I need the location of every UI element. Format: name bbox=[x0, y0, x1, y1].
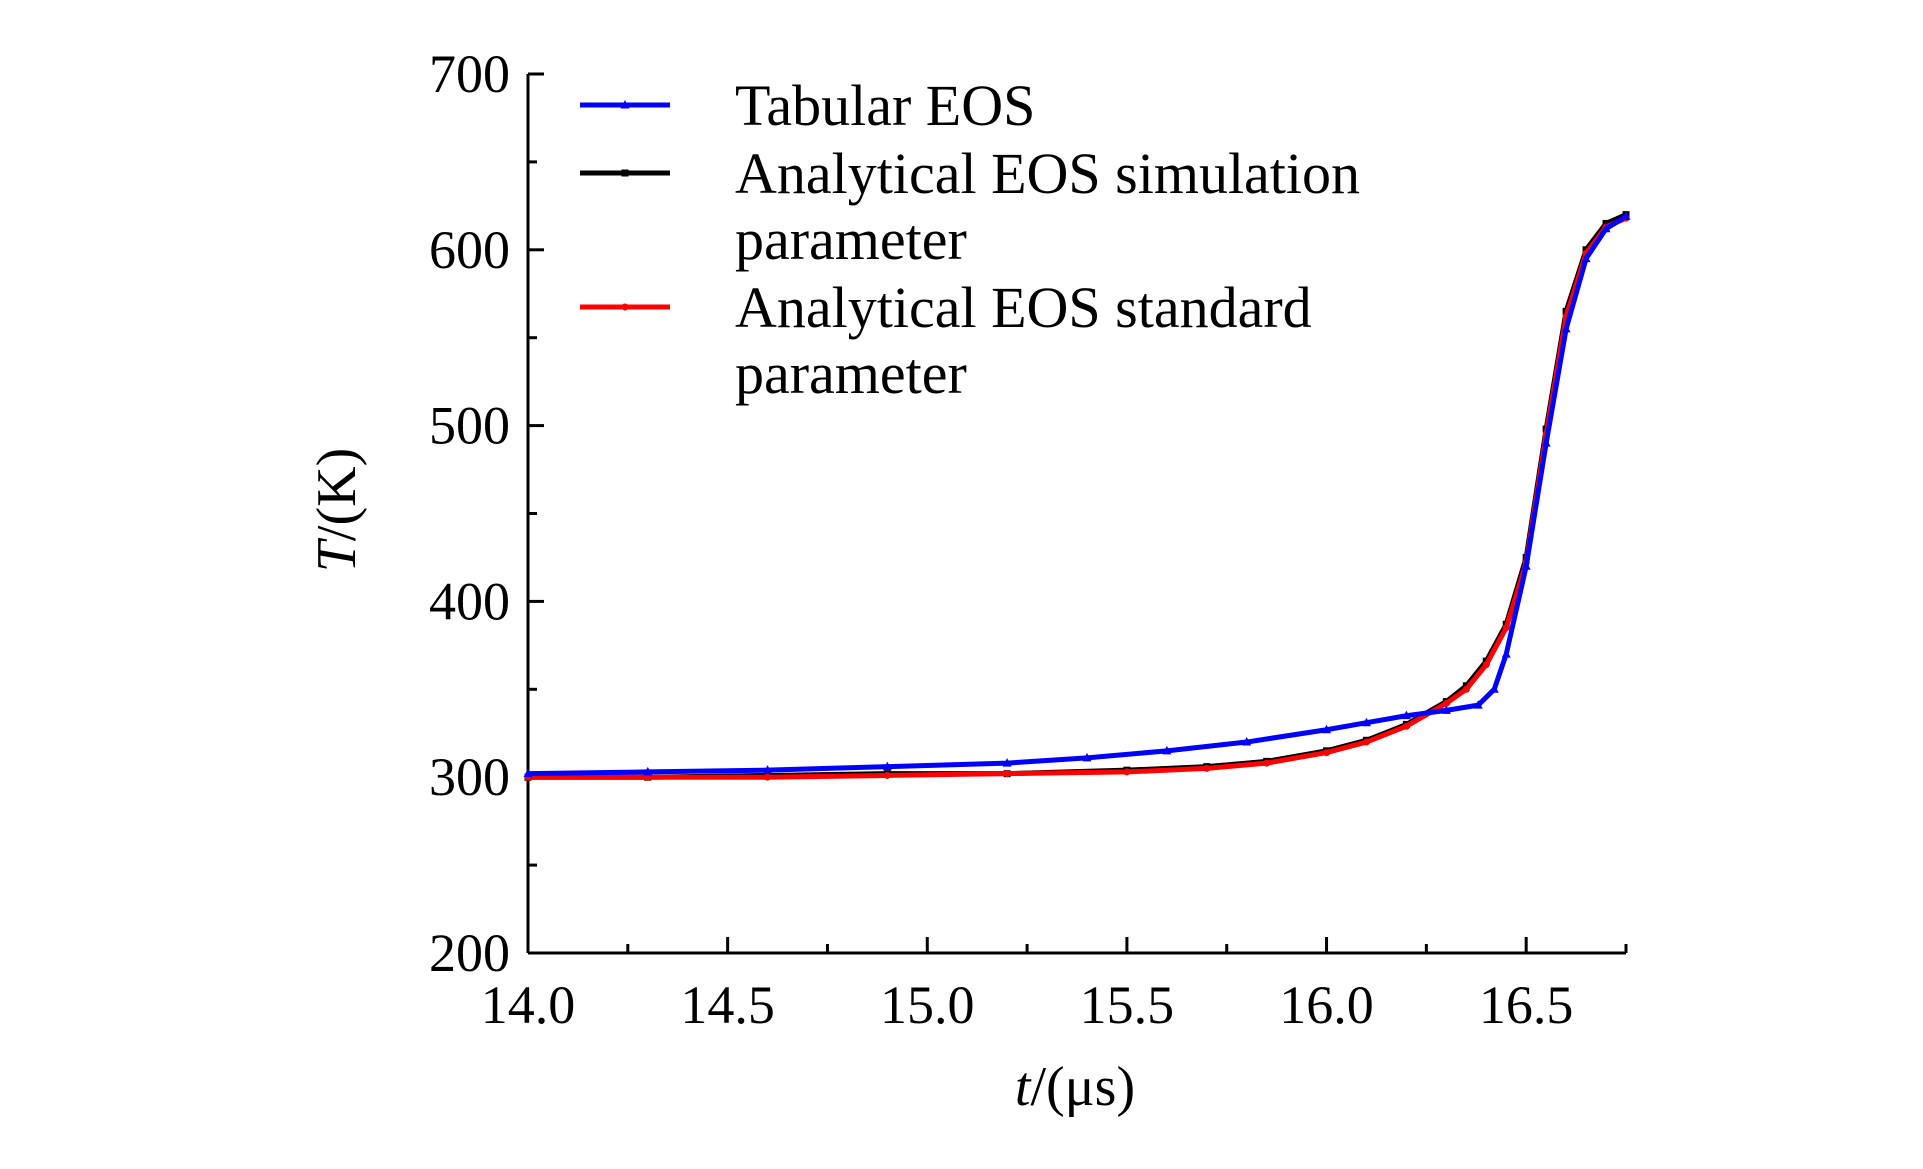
x-tick-label: 14.5 bbox=[680, 975, 775, 1035]
x-axis-title-unit: /(μs) bbox=[1030, 1056, 1135, 1118]
x-tick-label: 16.5 bbox=[1479, 975, 1574, 1035]
data-point bbox=[1401, 710, 1411, 720]
data-point bbox=[1242, 737, 1252, 746]
data-point bbox=[1489, 684, 1499, 693]
y-ticks: 200 300 400 500 600 700 bbox=[429, 44, 544, 983]
x-tick-label: 15.5 bbox=[1080, 975, 1175, 1035]
data-point bbox=[1581, 253, 1591, 263]
legend-marker bbox=[621, 169, 629, 177]
data-point bbox=[1602, 219, 1610, 227]
y-tick-label: 600 bbox=[429, 220, 510, 280]
data-point bbox=[1561, 323, 1571, 333]
y-tick-label: 300 bbox=[429, 747, 510, 807]
x-axis-title-var: t bbox=[1015, 1056, 1032, 1118]
data-point bbox=[1521, 561, 1531, 570]
y-tick-label: 200 bbox=[429, 923, 510, 983]
data-point bbox=[1501, 649, 1511, 658]
data-point bbox=[1442, 699, 1450, 707]
data-point bbox=[882, 761, 892, 771]
data-point bbox=[1082, 752, 1092, 762]
data-point bbox=[1361, 717, 1371, 727]
data-point bbox=[1203, 764, 1211, 772]
legend-label: parameter bbox=[735, 341, 967, 406]
data-point bbox=[1621, 211, 1631, 220]
x-ticks: 14.0 14.5 15.0 15.5 16.0 16.5 bbox=[481, 937, 1628, 1035]
data-point bbox=[1402, 722, 1410, 730]
data-point bbox=[523, 768, 533, 778]
legend-label: Tabular EOS bbox=[735, 73, 1035, 138]
x-tick-label: 14.0 bbox=[481, 975, 576, 1035]
y-axis-title: T/(K) bbox=[306, 448, 368, 572]
data-point bbox=[1323, 749, 1331, 757]
y-tick-label: 400 bbox=[429, 571, 510, 631]
x-tick-label: 16.0 bbox=[1279, 975, 1374, 1035]
data-point bbox=[764, 773, 772, 781]
x-tick-label: 15.0 bbox=[880, 975, 975, 1035]
data-point bbox=[1123, 768, 1131, 776]
data-point bbox=[643, 766, 653, 776]
data-point bbox=[1502, 624, 1510, 632]
legend-label: Analytical EOS simulation bbox=[735, 141, 1360, 206]
x-axis-title: t/(μs) bbox=[1015, 1056, 1135, 1118]
data-point bbox=[1441, 705, 1451, 714]
data-point bbox=[763, 765, 773, 774]
legend-label: Analytical EOS standard bbox=[735, 275, 1312, 340]
data-point bbox=[883, 771, 891, 779]
data-point bbox=[1362, 738, 1370, 746]
data-point bbox=[1002, 758, 1012, 767]
data-point bbox=[1601, 223, 1611, 233]
data-point bbox=[1162, 745, 1172, 755]
data-point bbox=[1263, 759, 1271, 767]
data-point bbox=[1322, 724, 1332, 734]
legend-entry-0: Tabular EOS bbox=[580, 73, 1035, 138]
data-point bbox=[1541, 438, 1551, 447]
legend-label: parameter bbox=[735, 207, 967, 272]
y-axis-title-var: T bbox=[306, 537, 368, 572]
data-point bbox=[1473, 700, 1483, 709]
data-point bbox=[1462, 685, 1470, 693]
y-tick-label: 700 bbox=[429, 44, 510, 104]
data-point bbox=[1003, 770, 1011, 778]
legend-marker bbox=[621, 303, 629, 311]
y-axis-title-unit: /(K) bbox=[306, 448, 368, 541]
data-point bbox=[1482, 661, 1490, 669]
data-point bbox=[644, 773, 652, 781]
series-layer bbox=[523, 211, 1631, 781]
series-0 bbox=[523, 211, 1631, 778]
y-tick-label: 500 bbox=[429, 396, 510, 456]
legend-marker bbox=[620, 100, 630, 109]
